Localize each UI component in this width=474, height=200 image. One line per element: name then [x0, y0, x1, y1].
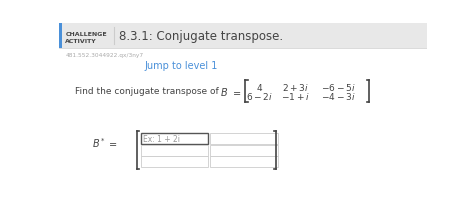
Bar	[141, 134, 208, 144]
Text: $-6 - 5i$: $-6 - 5i$	[321, 81, 356, 92]
Text: $=$: $=$	[231, 86, 242, 96]
Text: CHALLENGE
ACTIVITY: CHALLENGE ACTIVITY	[65, 32, 107, 44]
Text: $2 + 3i$: $2 + 3i$	[282, 81, 309, 92]
Bar	[210, 134, 278, 144]
Bar	[210, 145, 278, 156]
Text: $=$: $=$	[107, 138, 118, 148]
Text: $\mathbf{\it{B}}$: $\mathbf{\it{B}}$	[220, 85, 228, 97]
Bar	[59, 24, 427, 49]
Bar	[59, 24, 62, 49]
Text: $-1 + i$: $-1 + i$	[281, 91, 310, 101]
Text: 8.3.1: Conjugate transpose.: 8.3.1: Conjugate transpose.	[119, 30, 283, 43]
Text: Jump to level 1: Jump to level 1	[145, 61, 218, 71]
Text: $B^*$: $B^*$	[92, 136, 106, 150]
Bar	[210, 157, 278, 167]
Bar	[141, 145, 208, 156]
Bar	[141, 157, 208, 167]
Text: $4$: $4$	[255, 81, 263, 92]
Text: 481.552.3044922.qx/3ny7: 481.552.3044922.qx/3ny7	[65, 53, 144, 58]
Text: $-4 - 3i$: $-4 - 3i$	[321, 91, 356, 101]
Text: Ex: 1 + 2i: Ex: 1 + 2i	[143, 134, 180, 143]
Text: $6 - 2i$: $6 - 2i$	[246, 91, 273, 101]
Text: Find the conjugate transpose of: Find the conjugate transpose of	[75, 87, 221, 96]
